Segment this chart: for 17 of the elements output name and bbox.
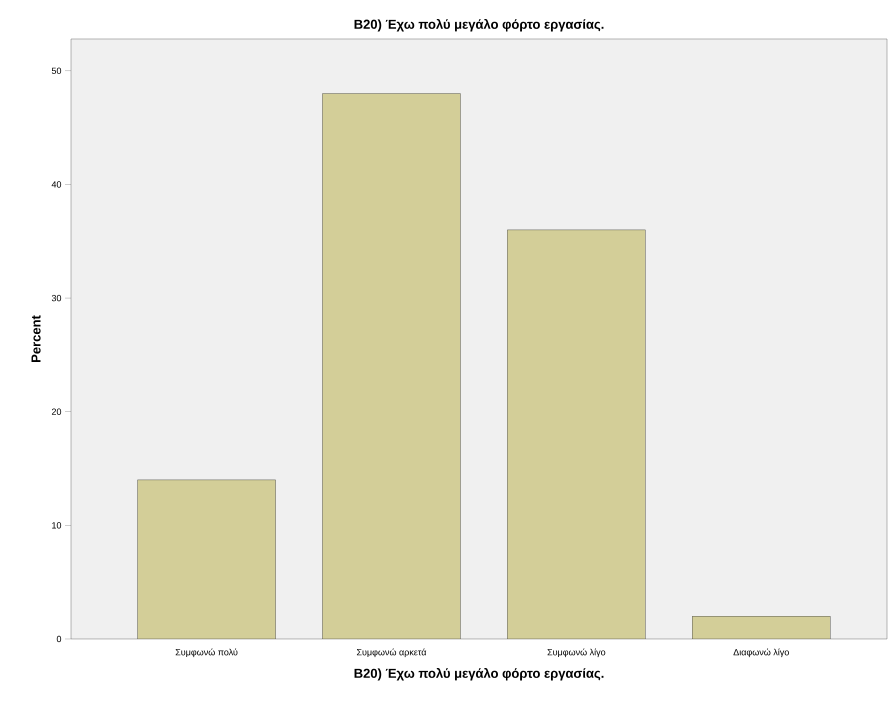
x-tick-label: Συμφωνώ πολύ (176, 648, 238, 658)
y-tick-label: 0 (56, 636, 62, 642)
x-tick-label: Συμφωνώ λίγο (548, 648, 606, 658)
y-tick-label: 30 (52, 294, 62, 302)
x-tick-label: Διαφωνώ λίγο (733, 648, 789, 658)
bar (692, 616, 830, 639)
chart-title: B20) Έχω πολύ μεγάλο φόρτο εργασίας. (354, 19, 604, 32)
bar (138, 480, 276, 639)
x-axis-title: B20) Έχω πολύ μεγάλο φόρτο εργασίας. (354, 668, 604, 680)
y-axis-title: Percent (32, 315, 41, 362)
bar (507, 230, 646, 639)
y-tick-label: 50 (52, 68, 62, 74)
bar (322, 93, 461, 639)
x-tick-label: Συμφωνώ αρκετά (356, 648, 426, 658)
y-tick-label: 40 (52, 181, 62, 188)
y-tick-label: 10 (52, 522, 62, 529)
y-tick-label: 20 (52, 408, 62, 415)
